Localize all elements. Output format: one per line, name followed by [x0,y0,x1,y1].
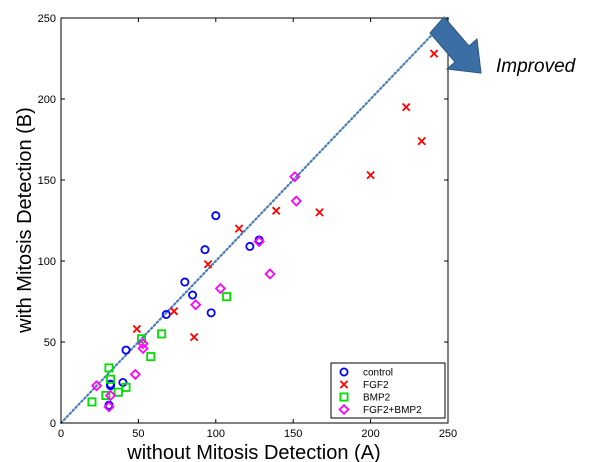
data-point [121,382,131,392]
data-point [200,245,210,255]
legend-marker [339,367,349,377]
data-point [271,206,281,216]
legend-label: FGF2+BMP2 [363,405,422,416]
data-point [189,332,199,342]
data-point [106,374,116,384]
data-point [104,389,117,402]
data-point [132,324,142,334]
data-point [190,299,202,311]
marker-stroke [315,208,324,217]
series-fgf2 [132,49,439,342]
marker-stroke [417,136,426,146]
data-point [101,390,111,400]
data-point [245,241,255,251]
data-point [137,342,149,355]
data-point [146,352,156,362]
y-tick-label: 250 [38,13,56,25]
x-tick-label: 250 [439,428,457,440]
data-point [137,337,149,350]
data-point [234,224,244,233]
data-point [157,329,167,339]
data-point [222,292,232,302]
x-tick-label: 150 [284,428,302,440]
data-point [90,380,103,392]
data-point [417,136,426,146]
y-tick-label: 150 [38,175,56,187]
marker-stroke [132,324,142,334]
marker-stroke [203,260,213,269]
legend-label: BMP2 [363,393,391,404]
marker-stroke [366,170,375,180]
data-point [429,49,439,58]
data-point [289,171,301,183]
x-tick-label: 50 [132,428,144,440]
reference-line [59,16,450,425]
x-tick-label: 100 [207,428,225,440]
marker-stroke [169,306,179,316]
y-tick-label: 200 [38,94,56,106]
marker-stroke [189,332,199,342]
annotation-text: Improved [496,56,577,77]
improved-annotation: Improved [429,16,577,77]
data-point [161,309,171,319]
marker-stroke [271,206,281,216]
data-point [180,277,190,287]
series-fgf2-bmp2 [90,171,302,413]
x-tick-label: 200 [361,428,379,440]
legend-label: FGF2 [363,380,389,391]
data-point [206,308,216,318]
data-point [214,282,227,295]
axis-ticks: 0 50 100 150 200 250 0 50 100 150 200 250 [38,13,458,440]
data-point [203,260,213,269]
legend-marker [339,392,349,402]
legend-box [330,362,446,419]
y-tick-label: 0 [50,418,56,430]
series-bmp2 [87,292,232,407]
marker-stroke [339,380,349,389]
series-control [104,211,264,410]
data-point [290,195,302,207]
data-point [87,397,97,407]
marker-stroke [429,49,439,58]
data-point [104,363,114,373]
x-tick-label: 0 [58,428,64,440]
x-axis-label: without Mitosis Detection (A) [126,442,380,462]
legend-marker [338,403,350,416]
y-axis-label: with Mitosis Detection (B) [14,107,36,334]
y-tick-label: 100 [38,256,56,268]
y-tick-label: 50 [44,337,56,349]
data-point [136,334,146,344]
marker-stroke [234,224,244,233]
data-point [188,290,198,300]
data-point [253,235,265,248]
legend-label: control [363,368,393,379]
data-point [113,387,123,397]
data-point [103,401,115,413]
data-point [169,306,179,316]
data-point [211,211,221,221]
data-point [366,170,375,180]
marker-stroke [401,102,411,112]
data-point [121,345,131,355]
legend-marker [339,380,349,389]
data-point [401,102,411,112]
data-point [315,208,324,217]
data-point [129,368,141,381]
axes-frame [60,17,449,424]
plot-area [59,16,450,425]
arrow-icon [429,16,482,74]
data-point [264,268,276,280]
